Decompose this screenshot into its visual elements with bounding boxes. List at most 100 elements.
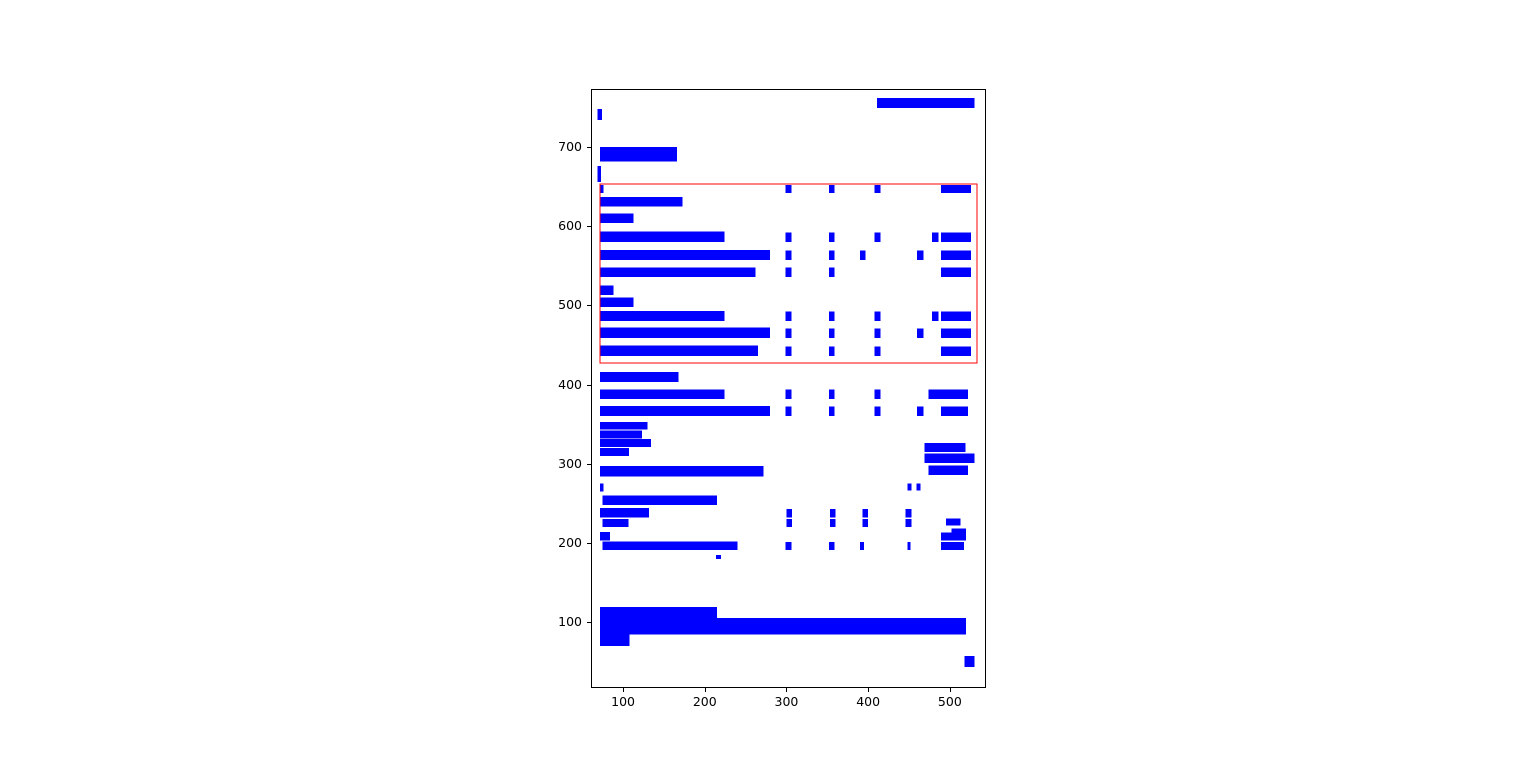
highlight-box: [599, 183, 978, 364]
bar-rect: [785, 346, 792, 356]
bar-rect: [600, 196, 683, 207]
bar-rect: [877, 97, 975, 109]
bar-rect: [874, 346, 881, 356]
bar-rect: [940, 328, 972, 338]
bar-rect: [600, 447, 629, 456]
bar-rect: [785, 389, 792, 399]
x-tick-label: 500: [937, 694, 962, 709]
bar-rect: [600, 421, 648, 430]
bar-rect: [917, 328, 924, 338]
bar-rect: [874, 185, 881, 193]
bar-rect: [600, 327, 771, 338]
bar-rect: [829, 519, 836, 527]
bar-rect: [828, 185, 835, 193]
bar-rect: [828, 232, 835, 242]
bar-rect: [860, 542, 865, 550]
bar-rect: [917, 406, 924, 417]
bar-rect: [828, 346, 835, 356]
bar-rect: [928, 389, 968, 399]
bar-rect: [945, 518, 961, 526]
y-tick-label: 700: [558, 138, 582, 154]
bar-rect: [862, 519, 869, 527]
y-tick-label: 600: [558, 217, 582, 233]
bar-rect: [907, 483, 912, 491]
bar-rect: [860, 250, 866, 261]
bar-rect: [602, 519, 629, 527]
bar-rect: [600, 483, 604, 492]
y-tick-label: 100: [558, 613, 582, 629]
bar-rect: [600, 267, 756, 277]
bar-rect: [600, 439, 651, 448]
y-tick-mark: [587, 305, 591, 307]
bar-rect: [916, 483, 921, 491]
bar-rect: [940, 267, 972, 277]
bar-rect: [602, 541, 738, 550]
bar-rect: [862, 508, 869, 518]
bar-rect: [940, 250, 972, 261]
x-tick-mark: [704, 688, 706, 692]
x-tick-label: 300: [774, 694, 799, 709]
y-tick-mark: [587, 384, 591, 386]
x-tick-mark: [786, 688, 788, 692]
bar-rect: [600, 297, 634, 307]
bar-rect: [828, 267, 835, 277]
bar-rect: [907, 542, 911, 550]
bar-rect: [828, 542, 835, 550]
bar-rect: [924, 453, 975, 463]
bar-rect: [785, 232, 792, 242]
bar-rect: [940, 185, 972, 193]
bar-rect: [828, 406, 835, 417]
bar-rect: [940, 346, 972, 356]
bar-rect: [964, 656, 975, 668]
bar-rect: [716, 554, 722, 559]
bar-rect: [940, 406, 968, 417]
bar-rect: [600, 405, 771, 417]
bar-rect: [600, 249, 771, 261]
bar-rect: [600, 345, 758, 356]
bar-rect: [602, 495, 717, 505]
bar-rect: [717, 618, 967, 635]
y-tick-mark: [587, 622, 591, 624]
bar-rect: [828, 250, 835, 261]
x-tick-label: 400: [856, 694, 881, 709]
bar-rect: [785, 542, 792, 550]
bar-rect: [600, 607, 717, 635]
x-tick-label: 100: [611, 694, 635, 709]
bar-rect: [785, 185, 792, 193]
bar-rect: [874, 328, 881, 338]
bar-rect: [917, 250, 924, 261]
y-tick-label: 400: [558, 376, 582, 392]
bar-rect: [785, 328, 792, 338]
bar-rect: [600, 147, 677, 162]
bar-rect: [600, 466, 764, 477]
bar-rect: [874, 389, 881, 399]
plot-area: [591, 89, 986, 688]
bar-rect: [829, 508, 836, 518]
y-tick-mark: [587, 542, 591, 544]
bar-rect: [786, 519, 793, 527]
bar-rect: [928, 465, 968, 475]
plot-canvas: [597, 97, 978, 668]
bar-rect: [600, 371, 679, 383]
x-tick-mark: [868, 688, 870, 692]
bar-rect: [931, 311, 939, 322]
bar-rect: [600, 389, 725, 399]
bar-rect: [600, 310, 725, 322]
bar-rect: [828, 311, 835, 322]
y-tick-mark: [587, 463, 591, 465]
y-tick-mark: [587, 147, 591, 148]
y-tick-label: 300: [558, 455, 582, 471]
bar-rect: [786, 508, 793, 518]
x-tick-mark: [949, 688, 951, 692]
bar-rect: [597, 109, 602, 121]
bar-rect: [785, 311, 792, 322]
bar-rect: [600, 285, 614, 296]
bar-rect: [600, 231, 725, 242]
bar-rect: [940, 542, 964, 550]
bar-rect: [924, 443, 966, 452]
y-tick-label: 200: [558, 534, 582, 550]
bar-rect: [940, 532, 967, 541]
bar-rect: [940, 232, 972, 242]
